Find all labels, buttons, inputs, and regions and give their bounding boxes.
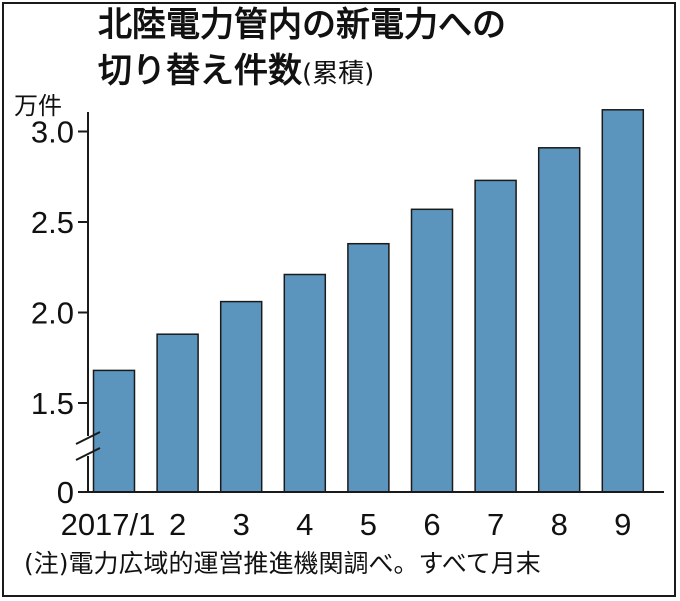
y-tick-label-1: 1.5 [31, 386, 74, 421]
x-label-8: 8 [551, 507, 568, 542]
x-label-2: 2 [169, 507, 186, 542]
bar-7 [474, 179, 517, 493]
axis-group [75, 112, 664, 493]
bar-8 [537, 147, 581, 493]
y-tick-label-3: 2.5 [31, 205, 74, 240]
x-label-3: 3 [233, 507, 250, 542]
bars-group [92, 109, 645, 493]
bar-4 [283, 273, 327, 493]
bar-5 [347, 242, 390, 493]
title-line-1: 北陸電力管内の新電力への [98, 5, 506, 45]
x-labels-group: 2017/1 2 3 4 5 6 7 8 9 [61, 507, 632, 542]
y-axis-unit-label: 万件 [14, 92, 62, 120]
bar-6 [410, 208, 454, 493]
y-ticks-group: 0 1.5 2.0 2.5 3.0 [31, 115, 88, 510]
axis-break-mark-1 [75, 431, 101, 445]
bar-3 [219, 300, 263, 493]
y-tick-label-2: 2.0 [31, 296, 74, 331]
bar-1 [92, 369, 136, 493]
x-label-5: 5 [360, 507, 377, 542]
chart-title: 北陸電力管内の新電力への 切り替え件数(累積) [98, 2, 506, 97]
source-note: (注)電力広域的運営推進機関調べ。すべて月末 [24, 549, 541, 578]
axis-break-mark-2 [75, 447, 101, 461]
x-label-1: 2017/1 [61, 507, 156, 542]
y-tick-label-4: 3.0 [31, 115, 74, 150]
y-tick-label-0: 0 [57, 475, 74, 510]
x-label-6: 6 [423, 507, 440, 542]
x-label-7: 7 [487, 507, 504, 542]
bar-9 [601, 109, 645, 493]
x-label-4: 4 [296, 507, 313, 542]
x-label-9: 9 [614, 507, 631, 542]
title-suffix: (累積) [302, 59, 375, 89]
bar-2 [156, 333, 199, 493]
title-line-2: 切り替え件数 [98, 51, 302, 91]
